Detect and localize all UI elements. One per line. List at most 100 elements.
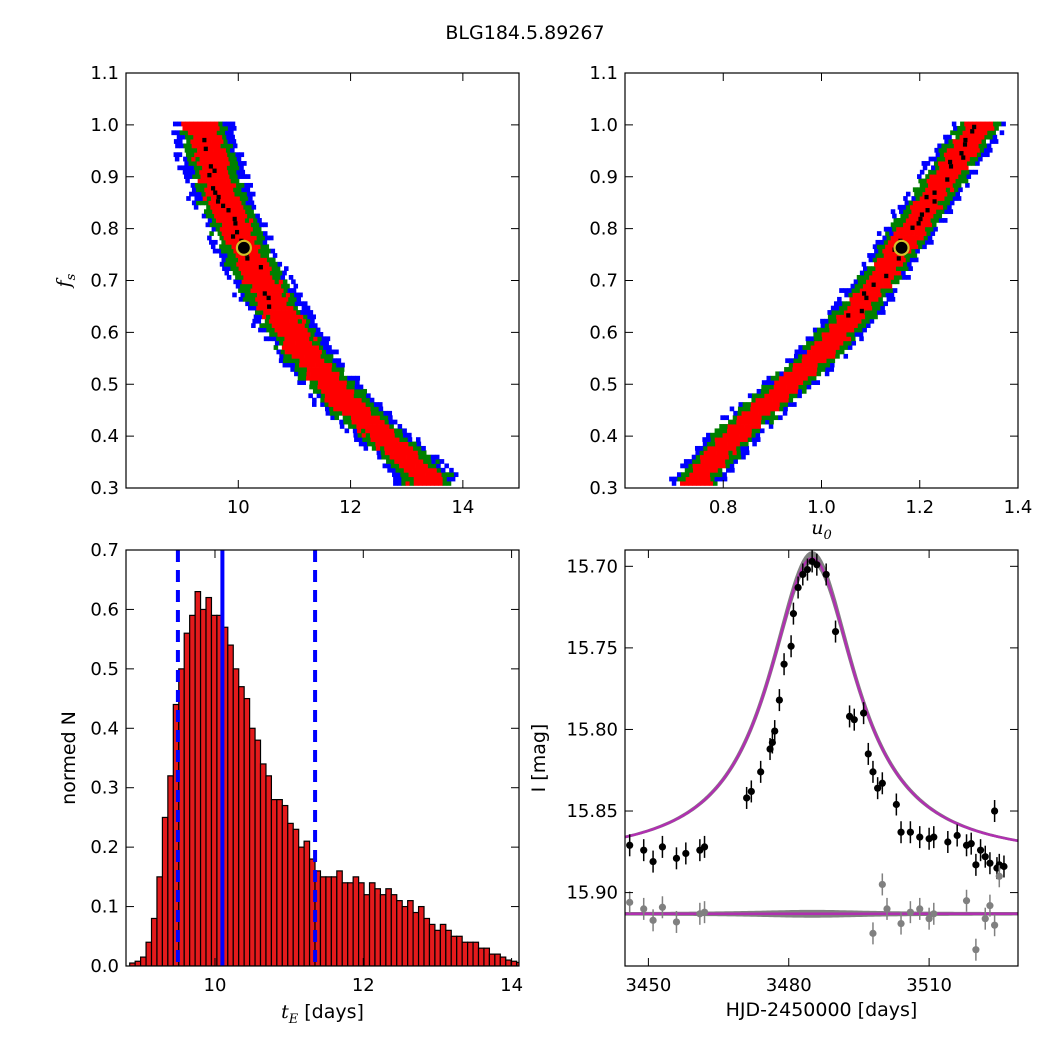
density-cell xyxy=(883,301,889,307)
density-cell xyxy=(294,345,299,350)
density-cell xyxy=(973,139,978,144)
density-cell xyxy=(872,305,877,311)
density-cell xyxy=(264,275,269,280)
density-cell xyxy=(693,467,698,473)
density-cell xyxy=(944,139,949,144)
density-cell xyxy=(908,266,913,272)
density-cell xyxy=(427,459,432,464)
density-cell xyxy=(845,327,851,333)
density-cell xyxy=(927,222,933,228)
fs-vs-u0-heatmap-panel: 0.8 1.0 1.2 1.40.30.40.50.60.70.80.91.01.1u… xyxy=(589,63,1032,543)
density-cell xyxy=(217,222,223,228)
density-cell xyxy=(393,454,399,460)
density-cell xyxy=(306,331,311,337)
density-cell xyxy=(233,187,238,193)
density-cell xyxy=(352,428,358,434)
density-cell xyxy=(227,244,232,250)
density-cell xyxy=(745,415,750,421)
density-cell xyxy=(301,380,306,385)
density-cell xyxy=(263,296,269,302)
density-cell xyxy=(268,318,274,324)
density-cell xyxy=(843,353,849,359)
density-cell xyxy=(252,292,258,298)
density-cell xyxy=(310,318,315,324)
density-cell xyxy=(446,481,452,486)
density-cell xyxy=(872,288,877,293)
density-cell xyxy=(729,406,735,412)
density-cell xyxy=(257,270,263,276)
density-cell xyxy=(777,384,783,390)
histogram-bar xyxy=(227,644,234,966)
density-cell xyxy=(863,266,868,272)
density-cell xyxy=(379,410,384,416)
density-cell xyxy=(775,371,780,377)
density-cell xyxy=(309,336,314,342)
density-cell xyxy=(926,191,932,197)
density-cell xyxy=(228,169,233,175)
density-cell xyxy=(332,402,338,407)
density-cell xyxy=(719,445,725,451)
density-cell xyxy=(223,152,228,158)
density-cell xyxy=(956,196,962,201)
density-cell xyxy=(225,174,230,179)
density-cell xyxy=(384,419,390,425)
density-cell xyxy=(881,275,887,280)
density-cell xyxy=(244,261,250,267)
density-cell xyxy=(282,327,288,333)
density-cell xyxy=(862,301,868,307)
density-cell xyxy=(229,174,234,179)
density-cell xyxy=(381,454,386,460)
density-cell xyxy=(190,152,195,158)
density-cell xyxy=(334,375,340,381)
density-cell xyxy=(308,353,313,359)
density-cell xyxy=(250,231,256,236)
density-cell xyxy=(236,182,241,188)
density-cell xyxy=(225,161,231,166)
density-cell xyxy=(730,432,736,438)
density-cell xyxy=(247,275,253,280)
density-cell xyxy=(886,279,892,285)
density-cell xyxy=(355,419,361,425)
density-cell xyxy=(714,428,720,434)
density-cell xyxy=(287,358,292,364)
density-cell xyxy=(286,301,292,307)
density-cell xyxy=(763,397,769,403)
density-cell xyxy=(930,204,936,210)
density-cell xyxy=(208,200,213,206)
density-cell xyxy=(219,226,225,232)
density-cell xyxy=(410,454,415,460)
histogram-bar xyxy=(428,923,436,966)
density-cell xyxy=(860,275,866,280)
residual-point xyxy=(981,915,989,923)
density-cell xyxy=(407,437,413,442)
density-cell xyxy=(931,222,937,228)
density-cell xyxy=(325,388,330,394)
density-cell xyxy=(774,415,779,421)
density-cell xyxy=(827,353,832,359)
density-cell xyxy=(413,481,419,486)
density-cell xyxy=(950,161,955,166)
density-cell xyxy=(884,270,890,276)
density-cell xyxy=(240,169,246,175)
density-cell xyxy=(279,296,285,302)
density-cell xyxy=(875,266,880,272)
density-cell xyxy=(904,200,910,206)
density-cell xyxy=(831,353,836,359)
density-cell xyxy=(243,213,248,219)
density-cell xyxy=(925,226,930,232)
density-cell xyxy=(362,388,367,394)
data-point xyxy=(860,709,868,717)
density-cell xyxy=(879,301,884,307)
density-cell xyxy=(221,257,227,263)
density-cell xyxy=(308,310,314,315)
density-cell xyxy=(688,463,693,469)
density-cell xyxy=(866,301,872,307)
density-cell xyxy=(271,310,277,315)
best-sample-cell xyxy=(846,313,851,318)
density-cell xyxy=(755,397,761,403)
density-cell xyxy=(976,152,982,158)
density-cell xyxy=(833,301,839,307)
density-cell xyxy=(225,147,231,153)
density-cell xyxy=(857,296,863,302)
density-cell xyxy=(820,318,825,324)
